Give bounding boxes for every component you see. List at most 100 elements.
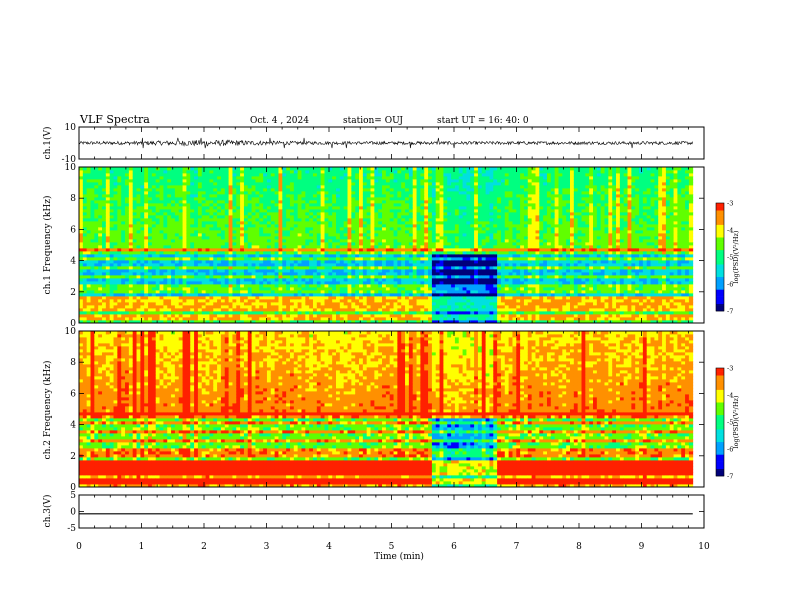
spectrogram-cell [348,209,352,212]
spectrogram-cell [371,179,375,182]
spectrogram-cell [183,209,187,212]
spectrogram-cell [152,224,156,227]
spectrogram-cell [405,290,409,293]
spectrogram-cell [121,182,125,185]
spectrogram-cell [194,176,198,179]
spectrogram-cell [409,272,413,275]
spectrogram-cell [248,248,252,251]
spectrogram-cell [186,233,190,236]
spectrogram-cell [179,305,183,308]
spectrogram-cell [221,266,225,269]
spectrogram-cell [367,281,371,284]
spectrogram-cell [267,251,271,254]
spectrogram-cell [206,317,210,320]
spectrogram-cell [137,251,141,254]
spectrogram-cell [190,179,194,182]
spectrogram-cell [355,230,359,233]
spectrogram-cell [83,203,87,206]
spectrogram-cell [94,203,98,206]
spectrogram-cell [152,209,156,212]
spectrogram-cell [313,215,317,218]
spectrogram-cell [313,197,317,200]
spectrogram-cell [171,275,175,278]
spectrogram-cell [190,263,194,266]
spectrogram-cell [186,317,190,320]
spectrogram-cell [255,227,259,230]
spectrogram-cell [217,314,221,317]
spectrogram-cell [148,167,152,170]
spectrogram-cell [275,263,279,266]
spectrogram-cell [290,203,294,206]
spectrogram-cell [413,170,417,173]
spectrogram-cell [175,311,179,314]
spectrogram-cell [259,266,263,269]
spectrogram-cell [117,203,121,206]
spectrogram-cell [382,188,386,191]
spectrogram-cell [252,314,256,317]
spectrogram-cell [163,176,167,179]
spectrogram-cell [298,284,302,287]
spectrogram-cell [328,197,332,200]
spectrogram-cell [79,185,83,188]
spectrogram-cell [413,233,417,236]
spectrogram-cell [271,209,275,212]
spectrogram-cell [417,185,421,188]
spectrogram-cell [194,302,198,305]
spectrogram-cell [301,200,305,203]
spectrogram-cell [428,248,432,251]
spectrogram-cell [198,299,202,302]
spectrogram-cell [305,248,309,251]
spectrogram-cell [340,191,344,194]
spectrogram-cell [309,248,313,251]
spectrogram-cell [344,311,348,314]
spectrogram-cell [190,173,194,176]
spectrogram-cell [236,209,240,212]
spectrogram-cell [87,272,91,275]
spectrogram-cell [405,308,409,311]
spectrogram-cell [298,275,302,278]
spectrogram-cell [355,221,359,224]
spectrogram-cell [328,284,332,287]
spectrogram-cell [378,209,382,212]
spectrogram-cell [83,200,87,203]
spectrogram-cell [351,227,355,230]
spectrogram-cell [267,296,271,299]
spectrogram-cell [114,236,118,239]
spectrogram-cell [436,287,440,290]
spectrogram-cell [374,302,378,305]
spectrogram-cell [87,176,91,179]
spectrogram-cell [229,239,233,242]
spectrogram-cell [332,167,336,170]
spectrogram-cell [160,242,164,245]
spectrogram-cell [202,275,206,278]
spectrogram-cell [117,218,121,221]
spectrogram-cell [282,254,286,257]
spectrogram-cell [114,173,118,176]
spectrogram-cell [114,314,118,317]
spectrogram-cell [248,251,252,254]
spectrogram-cell [332,197,336,200]
spectrogram-cell [278,308,282,311]
spectrogram-cell [240,188,244,191]
spectrogram-cell [148,191,152,194]
spectrogram-cell [382,308,386,311]
spectrogram-cell [179,218,183,221]
spectrogram-cell [144,236,148,239]
spectrogram-cell [194,248,198,251]
spectrogram-cell [206,206,210,209]
spectrogram-cell [179,254,183,257]
spectrogram-cell [167,257,171,260]
spectrogram-cell [386,173,390,176]
spectrogram-cell [133,314,137,317]
spectrogram-cell [163,257,167,260]
spectrogram-cell [413,248,417,251]
spectrogram-cell [386,176,390,179]
spectrogram-cell [110,293,114,296]
spectrogram-cell [305,221,309,224]
spectrogram-cell [125,176,129,179]
spectrogram-cell [198,200,202,203]
spectrogram-cell [152,272,156,275]
spectrogram-cell [83,242,87,245]
spectrogram-cell [163,251,167,254]
spectrogram-cell [325,257,329,260]
